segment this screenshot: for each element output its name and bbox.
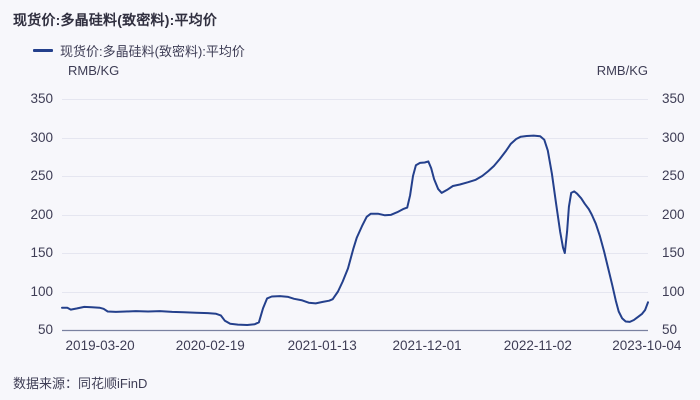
- legend-label: 现货价:多晶硅料(致密料):平均价: [60, 44, 245, 59]
- y-axis-unit-right: RMB/KG: [596, 63, 648, 78]
- y-tick-label-left: 350: [30, 91, 53, 106]
- y-tick-label-left: 300: [30, 129, 53, 145]
- y-tick-label-left: 150: [30, 245, 53, 260]
- x-tick-label: 2021-01-13: [287, 338, 357, 353]
- y-tick-label-left: 100: [30, 283, 53, 299]
- x-tick-label: 2022-11-02: [503, 338, 572, 353]
- y-tick-label-left: 200: [30, 206, 53, 222]
- y-tick-label-left: 250: [30, 168, 53, 183]
- y-tick-label-right: 250: [662, 168, 685, 183]
- y-axis-unit-left: RMB/KG: [68, 63, 120, 78]
- y-tick-label-right: 350: [662, 91, 685, 106]
- y-tick-label-left: 50: [37, 322, 53, 337]
- chart-title: 现货价:多晶硅料(致密料):平均价: [13, 12, 218, 28]
- x-tick-label: 2020-02-19: [175, 338, 245, 353]
- x-tick-label: 2021-12-01: [392, 338, 462, 353]
- data-source-label: 数据来源：同花顺iFinD: [13, 376, 148, 391]
- y-tick-label-right: 50: [662, 322, 678, 337]
- legend: 现货价:多晶硅料(致密料):平均价: [33, 41, 245, 60]
- y-tick-label-right: 100: [662, 283, 685, 299]
- legend-line-swatch: [33, 49, 53, 52]
- y-axis-ticks-left: 350 300 250 200 150 100 50: [0, 0, 53, 400]
- price-series-line: [61, 134, 649, 326]
- line-chart-svg: [61, 99, 649, 332]
- y-tick-label-right: 200: [662, 206, 685, 222]
- y-axis-ticks-right: 350 300 250 200 150 100 50: [662, 0, 700, 400]
- y-tick-label-right: 150: [662, 245, 685, 260]
- y-tick-label-right: 300: [662, 129, 685, 145]
- x-tick-label: 2019-03-20: [65, 338, 135, 353]
- plot-area: [61, 99, 649, 332]
- x-tick-label: 2023-10-04: [612, 338, 682, 353]
